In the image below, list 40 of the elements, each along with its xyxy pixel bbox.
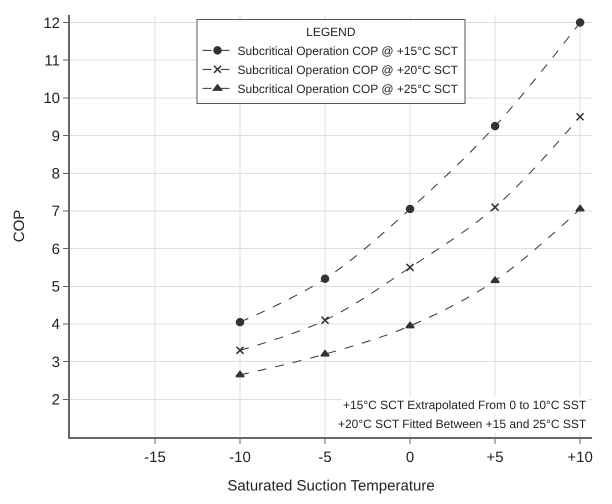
y-tick-label: 12 — [43, 14, 60, 32]
point — [320, 316, 330, 324]
legend-label: Subcritical Operation COP @ +20°C SCT — [238, 63, 459, 77]
y-tick-label: 6 — [52, 240, 60, 258]
x-tick-label: -5 — [318, 449, 332, 466]
y-tick-label: 2 — [52, 392, 60, 409]
y-tick-label: 9 — [52, 128, 60, 145]
legend-label: Subcritical Operation COP @ +25°C SCT — [238, 82, 459, 96]
x-tick-label: +5 — [486, 449, 504, 466]
y-tick-label: 7 — [52, 203, 60, 220]
annotation: +20°C SCT Fitted Between +15 and 25°C SST — [338, 417, 587, 431]
point — [235, 370, 245, 378]
y-tick-label: 11 — [44, 52, 60, 70]
point — [236, 318, 244, 326]
x-tick-label: -15 — [144, 449, 166, 466]
annotation: +15°C SCT Extrapolated From 0 to 10°C SST — [343, 398, 587, 412]
y-tick-label: 3 — [52, 354, 60, 371]
y-tick-label: 8 — [52, 166, 60, 182]
point — [320, 350, 330, 357]
point — [576, 18, 584, 27]
x-tick-label: +10 — [567, 449, 593, 466]
point — [320, 274, 330, 283]
point — [490, 122, 500, 130]
point — [576, 112, 584, 121]
point — [575, 204, 585, 212]
legend-title: LEGEND — [306, 24, 356, 39]
y-axis-title: COP — [11, 210, 28, 242]
x-tick-label: 0 — [406, 449, 414, 466]
point — [236, 346, 244, 355]
point — [406, 263, 414, 272]
x-axis-title: Saturated Suction Temperature — [227, 478, 435, 494]
point — [405, 322, 415, 328]
point — [490, 202, 500, 212]
x-tick-label: -10 — [229, 449, 251, 466]
point — [406, 204, 414, 214]
legend-label: Subcritical Operation COP @ +15°C SCT — [238, 44, 459, 58]
y-tick-label: 5 — [52, 278, 60, 296]
y-tick-label: 4 — [52, 316, 60, 334]
point — [490, 276, 500, 284]
y-tick-label: 10 — [43, 90, 60, 108]
